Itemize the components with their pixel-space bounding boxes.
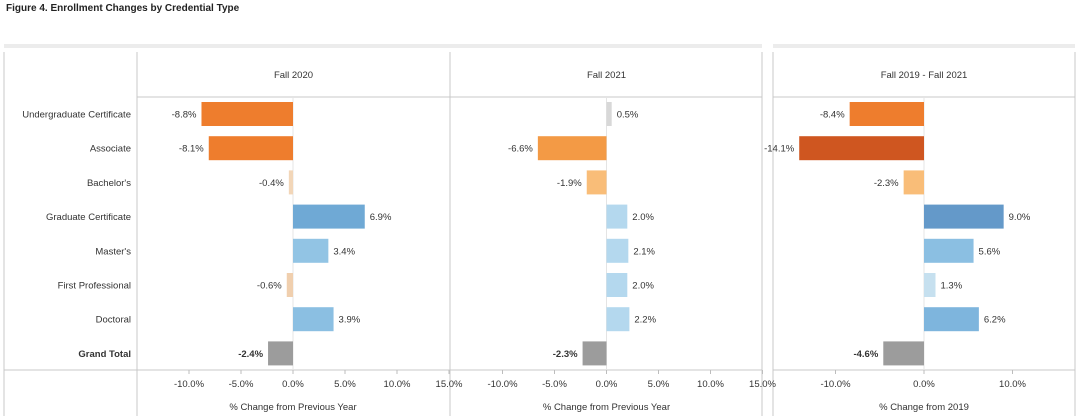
category-label-doctoral: Doctoral — [96, 315, 131, 326]
panel-2-tick-label: -5.0% — [542, 379, 567, 390]
panel-2-bar-associate — [537, 136, 607, 161]
panel-2-value-label-doctoral: 2.2% — [634, 315, 656, 326]
panel-3-tick-label: 0.0% — [913, 379, 935, 390]
panel-3-bar-doctoral — [924, 307, 979, 332]
panel-2-value-label-bachelor-s: -1.9% — [557, 178, 582, 189]
panel-1-value-label-associate: -8.1% — [179, 144, 204, 155]
top-band-right — [773, 44, 1075, 48]
panel-1-tick-label: 0.0% — [282, 379, 304, 390]
panel-3-bar-grand-total — [883, 341, 924, 366]
panel-3-bar-undergraduate-certificate — [849, 102, 924, 126]
panel-1-tick-label: 5.0% — [334, 379, 356, 390]
panel-1-title: Fall 2020 — [274, 70, 313, 81]
panel-3-tick-label: 10.0% — [999, 379, 1026, 390]
panel-1-bar-first-professional — [286, 273, 293, 297]
panel-1-bar-master-s — [293, 238, 329, 263]
panel-1-axis-title: % Change from Previous Year — [229, 402, 356, 413]
panel-3-value-label-bachelor-s: -2.3% — [874, 178, 899, 189]
panel-3-tick-label: -10.0% — [820, 379, 851, 390]
panel-1-value-label-doctoral: 3.9% — [339, 315, 361, 326]
chart-background — [3, 44, 1076, 416]
panel-2-bar-first-professional — [606, 273, 628, 297]
panel-1-value-label-first-professional: -0.6% — [257, 281, 282, 292]
panel-1-bar-graduate-certificate — [293, 204, 365, 229]
panel-3-value-label-doctoral: 6.2% — [984, 315, 1006, 326]
panel-1-value-label-master-s: 3.4% — [333, 246, 355, 257]
panel-2-axis-title: % Change from Previous Year — [543, 402, 670, 413]
panel-1-bar-doctoral — [293, 307, 334, 332]
panel-2-tick-label: -10.0% — [487, 379, 518, 390]
panel-2-value-label-associate: -6.6% — [508, 144, 533, 155]
category-label-graduate-certificate: Graduate Certificate — [46, 212, 131, 223]
panel-2-bar-master-s — [606, 238, 629, 263]
panel-2-bar-graduate-certificate — [606, 204, 628, 229]
panel-2-value-label-undergraduate-certificate: 0.5% — [617, 110, 639, 121]
chart-marks: Undergraduate Certificate Associate Bachel… — [22, 70, 1031, 413]
panel-1-value-label-bachelor-s: -0.4% — [259, 178, 284, 189]
panel-2-bar-grand-total — [582, 341, 607, 366]
panel-1-tick-label: 10.0% — [384, 379, 411, 390]
panel-1-bar-undergraduate-certificate — [201, 102, 293, 126]
panel-1-bar-associate — [208, 136, 293, 161]
panel-2-tick-label: 5.0% — [648, 379, 670, 390]
panel-3-title: Fall 2019 - Fall 2021 — [881, 70, 968, 81]
panel-2-value-label-graduate-certificate: 2.0% — [632, 212, 654, 223]
panel-3-value-label-associate: -14.1% — [764, 144, 795, 155]
panel-1-tick-label: 15.0% — [436, 379, 463, 390]
panel-2-title: Fall 2021 — [587, 70, 626, 81]
panel-2-bar-undergraduate-certificate — [606, 102, 612, 126]
panel-1-tick-label: -5.0% — [229, 379, 254, 390]
panel-1-bar-bachelor-s — [288, 170, 293, 195]
panel-2-bar-bachelor-s — [586, 170, 607, 195]
panel-3-bar-graduate-certificate — [924, 204, 1004, 229]
top-band-left — [4, 44, 762, 48]
panel-2-tick-label: 0.0% — [596, 379, 618, 390]
panel-1-value-label-undergraduate-certificate: -8.8% — [172, 110, 197, 121]
category-label-associate: Associate — [90, 144, 131, 155]
panel-1-value-label-graduate-certificate: 6.9% — [370, 212, 392, 223]
category-label-master-s: Master's — [95, 246, 131, 257]
panel-2-bar-doctoral — [606, 307, 630, 332]
panel-3-value-label-grand-total: -4.6% — [853, 349, 878, 360]
panel-3-value-label-undergraduate-certificate: -8.4% — [820, 110, 845, 121]
panel-3-bar-associate — [799, 136, 924, 161]
panel-3-axis-title: % Change from 2019 — [879, 402, 969, 413]
panel-2-tick-label: 10.0% — [697, 379, 724, 390]
panel-2-value-label-master-s: 2.1% — [633, 246, 655, 257]
panel-3-bar-first-professional — [924, 273, 936, 297]
panel-3-bar-bachelor-s — [903, 170, 924, 195]
panel-1-tick-label: -10.0% — [174, 379, 205, 390]
category-label-undergraduate-certificate: Undergraduate Certificate — [22, 110, 131, 121]
panel-2-tick-label: 15.0% — [749, 379, 776, 390]
panel-3-value-label-graduate-certificate: 9.0% — [1009, 212, 1031, 223]
figure-title: Figure 4. Enrollment Changes by Credenti… — [6, 3, 240, 14]
panel-2-value-label-grand-total: -2.3% — [553, 349, 578, 360]
panel-1-bar-grand-total — [268, 341, 293, 366]
category-label-grand-total: Grand Total — [78, 349, 131, 360]
category-label-bachelor-s: Bachelor's — [87, 178, 131, 189]
panel-3-bar-master-s — [924, 238, 974, 263]
panel-2-value-label-first-professional: 2.0% — [632, 281, 654, 292]
panel-1-value-label-grand-total: -2.4% — [238, 349, 263, 360]
category-label-first-professional: First Professional — [58, 281, 131, 292]
panel-3-value-label-master-s: 5.6% — [979, 246, 1001, 257]
panel-3-value-label-first-professional: 1.3% — [941, 281, 963, 292]
